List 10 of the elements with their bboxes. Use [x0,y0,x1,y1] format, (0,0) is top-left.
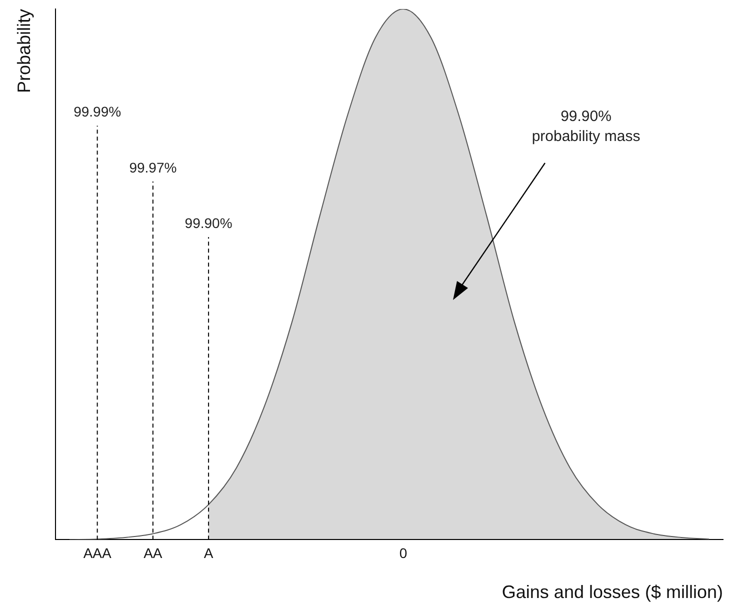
x-tick-label: AA [144,544,163,561]
x-tick-label: 0 [399,544,408,561]
annotation: 99.90% probability mass [532,108,640,146]
x-tick-label: A [204,544,214,561]
x-axis-title: Gains and losses ($ million) [502,582,723,602]
x-tick-label: AAA [83,544,112,561]
ref-line-label: 99.97% [129,159,177,176]
ref-line-label: 99.90% [184,215,232,232]
y-axis-title: Probability [14,9,34,94]
ref-line-label: 99.99% [74,104,122,120]
